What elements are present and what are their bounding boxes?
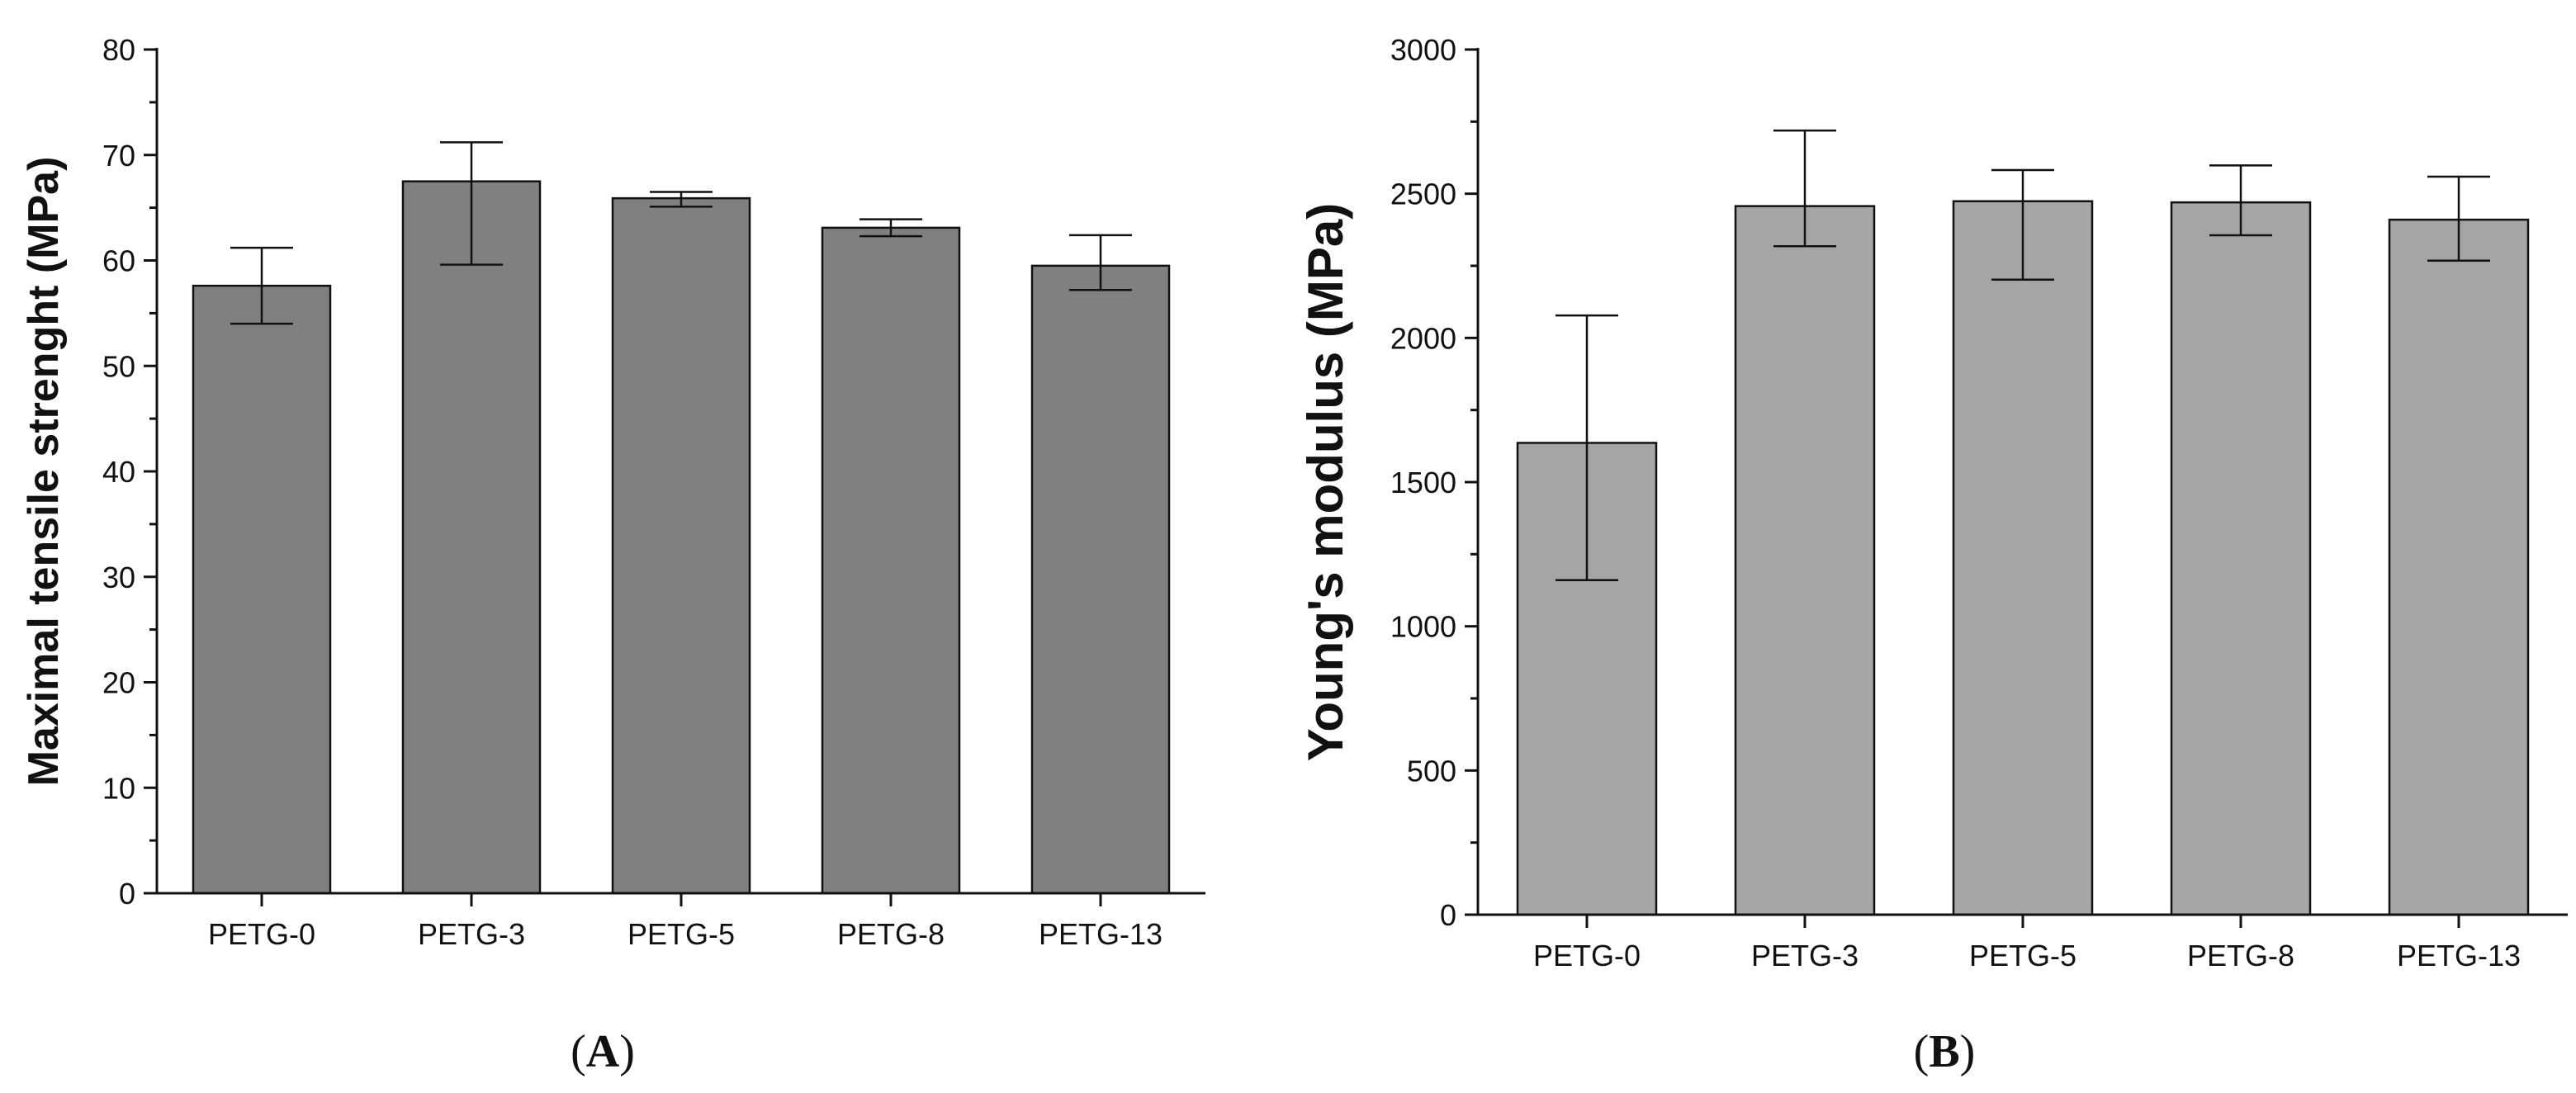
panel-b-error-bar-0 <box>1556 314 1618 582</box>
panel-a-bar-4 <box>1030 264 1171 895</box>
panel-a-x-tick-label-3: PETG-8 <box>837 917 945 951</box>
panel-b-y-tick-label-6: 3000 <box>1390 33 1456 67</box>
panel-b-bar-3 <box>2170 201 2312 916</box>
panel-a-bar-3 <box>821 226 961 895</box>
panel-a-y-tick-label-0: 0 <box>119 877 135 911</box>
panel-b-x-tick-label-3: PETG-8 <box>2187 939 2294 972</box>
panel-b-error-bar-3 <box>2209 164 2272 237</box>
panel-b-y-tick-label-3: 1500 <box>1390 466 1456 499</box>
panel-a-label: (A) <box>571 1026 635 1077</box>
panel-b-y-axis-title: Young's modulus (MPa) <box>1298 203 1353 761</box>
panel-a-bar-1 <box>401 180 542 895</box>
panel-a-y-tick-label-6: 60 <box>102 244 135 278</box>
panel-b-x-tick-label-4: PETG-13 <box>2397 939 2521 972</box>
panel-a-error-bar-3 <box>859 218 922 238</box>
panel-a-y-tick-label-8: 80 <box>102 33 135 67</box>
panel-a-error-bar-4 <box>1069 234 1132 291</box>
panel-b-bar-2 <box>1952 200 2094 916</box>
panel-b-error-bar-1 <box>1773 129 1836 248</box>
panel-a-x-tick-label-2: PETG-5 <box>627 917 735 951</box>
panel-b-y-tick-label-0: 0 <box>1440 898 1456 932</box>
panel-a-y-tick-label-1: 10 <box>102 771 135 805</box>
panel-b-bar-4 <box>2388 218 2530 916</box>
panel-b-chart: 0 500 1000 1500 2000 2500 3000 PETG-0 PETG-3 PETG… <box>1298 33 2568 1077</box>
panel-a-x-tick-label-1: PETG-3 <box>418 917 525 951</box>
panel-a-error-bar-1 <box>440 141 503 266</box>
panel-b-y-tick-label-2: 1000 <box>1390 610 1456 644</box>
panel-b-x-tick-label-0: PETG-0 <box>1533 939 1641 972</box>
panel-b-error-bar-4 <box>2427 175 2490 262</box>
panel-a-error-bar-0 <box>230 246 293 325</box>
panel-a-y-axis-title: Maximal tensile strenght (MPa) <box>20 157 68 787</box>
panel-a-x-tick-label-4: PETG-13 <box>1039 917 1163 951</box>
panel-b-x-tick-label-1: PETG-3 <box>1751 939 1859 972</box>
panel-b-error-bar-2 <box>1991 168 2054 282</box>
panel-b-label: (B) <box>1914 1026 1976 1077</box>
panel-a-chart: 0 10 20 30 40 50 60 70 80 PETG-0 PETG-3 PETG-5 PETG-… <box>20 33 1205 1077</box>
panel-a-y-tick-label-3: 30 <box>102 561 135 594</box>
panel-a-y-tick-label-5: 50 <box>102 349 135 383</box>
panel-b-bar-1 <box>1734 205 1876 916</box>
panel-a-y-tick-label-4: 40 <box>102 455 135 489</box>
panel-a-bar-2 <box>611 196 751 895</box>
panel-a-error-bar-2 <box>650 191 713 208</box>
panel-a-y-tick-label-2: 20 <box>102 666 135 700</box>
panel-b-x-tick-label-2: PETG-5 <box>1969 939 2076 972</box>
panel-a-y-tick-label-7: 70 <box>102 139 135 173</box>
panel-b-y-tick-label-1: 500 <box>1407 754 1456 788</box>
panel-b-y-tick-label-4: 2000 <box>1390 321 1456 355</box>
panel-a-bar-0 <box>192 284 332 895</box>
panel-a-x-tick-label-0: PETG-0 <box>208 917 315 951</box>
panel-b-y-tick-label-5: 2500 <box>1390 177 1456 211</box>
